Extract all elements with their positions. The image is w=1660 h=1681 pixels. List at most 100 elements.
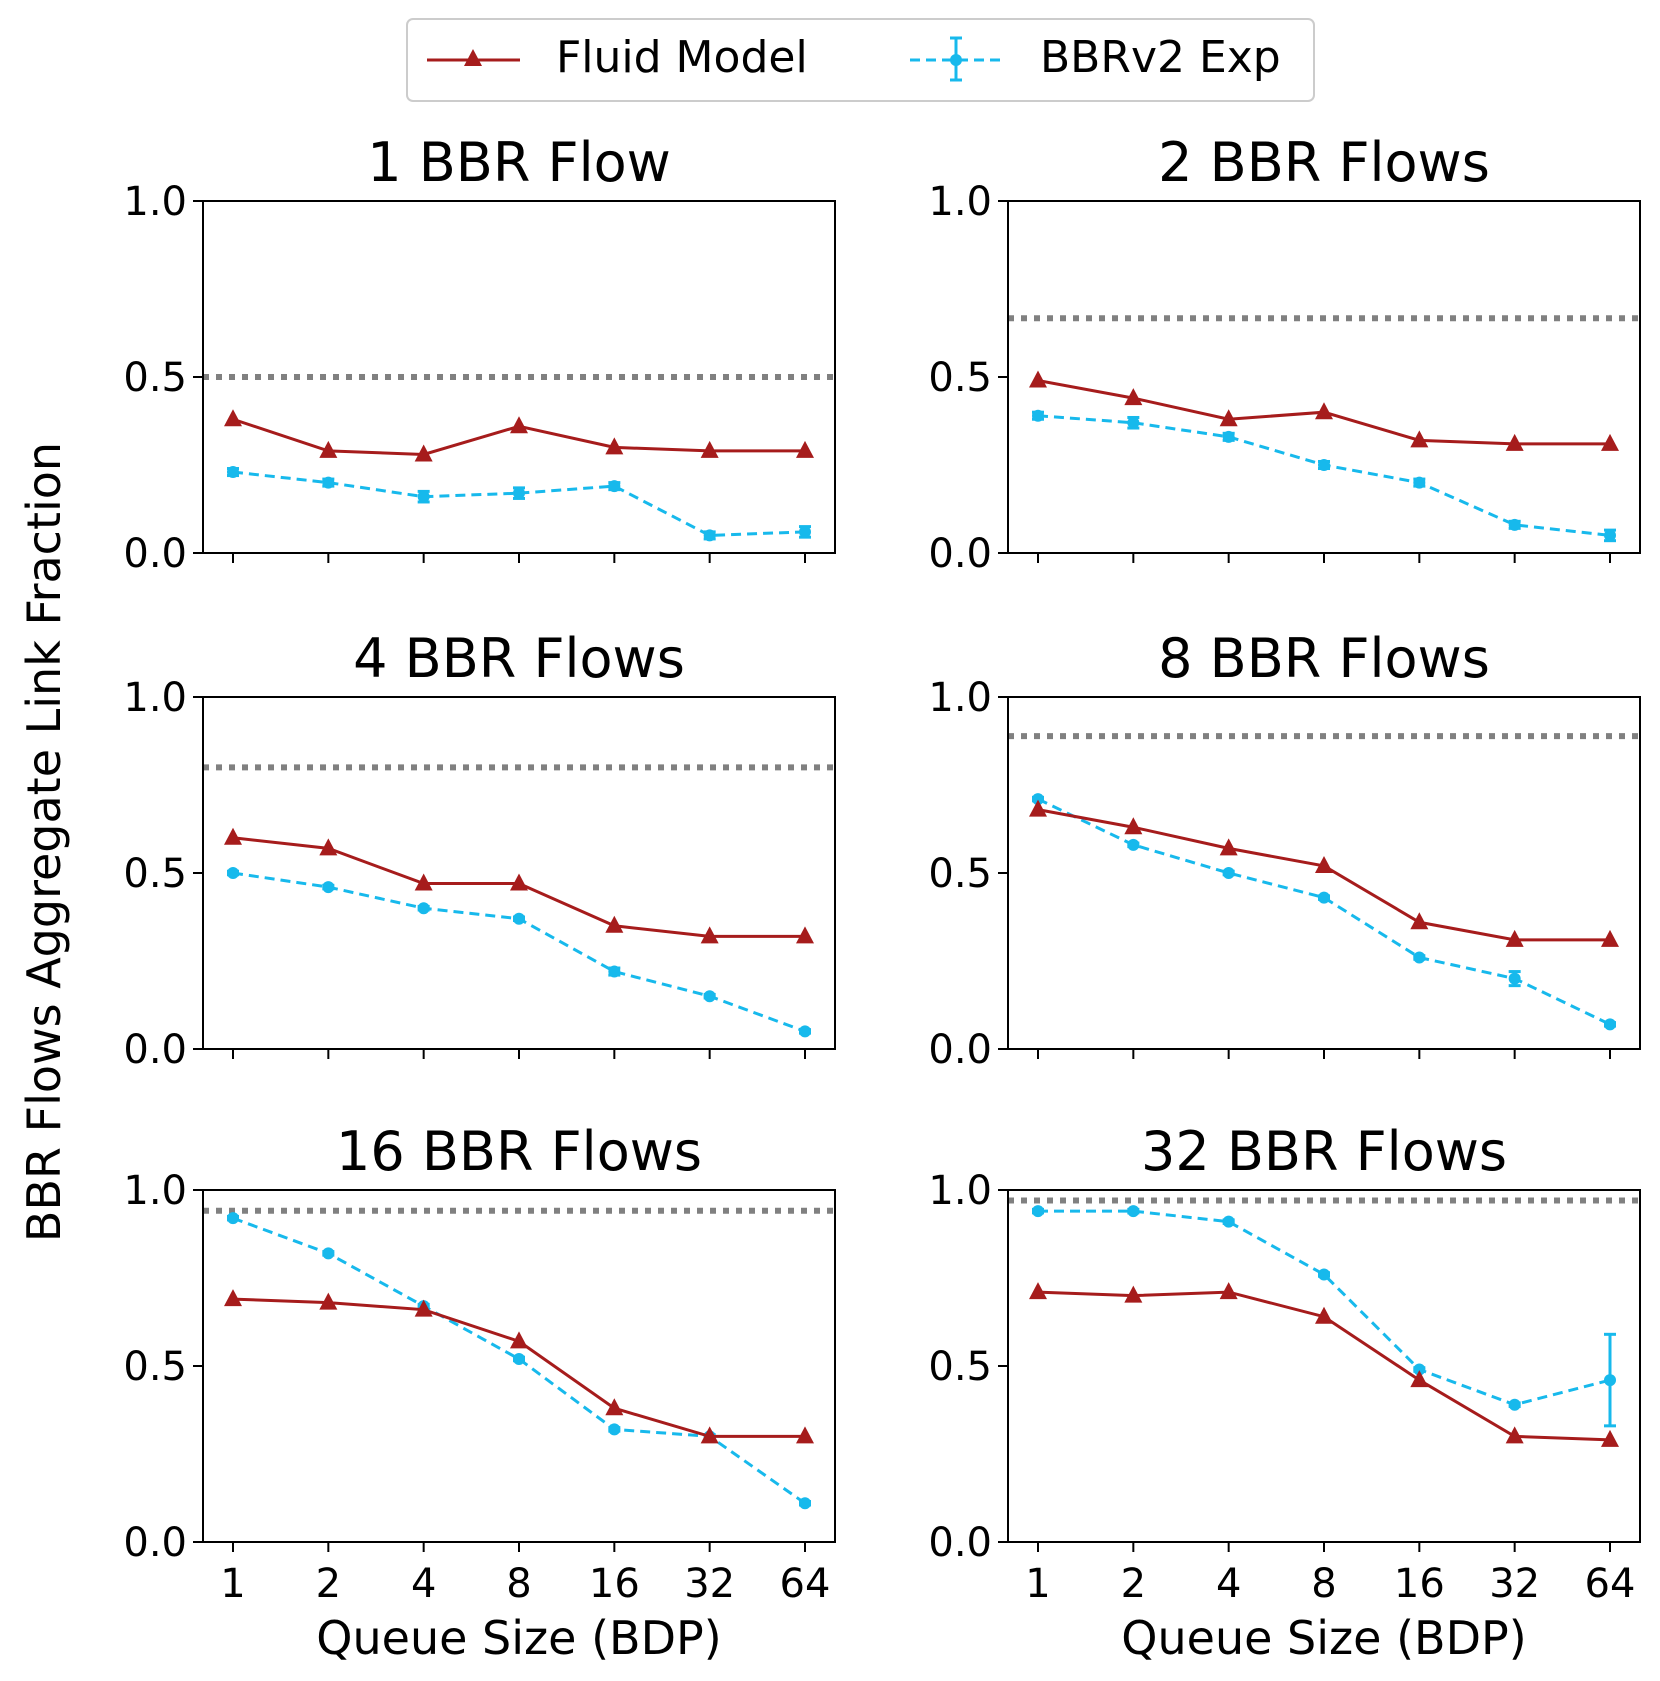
y-tick-label: 0.0 <box>928 1027 992 1073</box>
y-tick-label: 1.0 <box>123 1168 187 1214</box>
y-tick-label: 0.0 <box>123 1520 187 1566</box>
series-line-fluid-model <box>1037 808 1610 942</box>
data-point-fluid-model <box>414 873 433 891</box>
y-tick-label: 1.0 <box>123 675 187 721</box>
subplot-title: 1 BBR Flow <box>367 131 671 194</box>
data-point-fluid-model <box>700 926 719 944</box>
data-point-fluid-model <box>510 416 528 434</box>
y-tick-label: 1.0 <box>928 675 992 721</box>
x-tick-label: 1 <box>1025 1561 1050 1607</box>
data-point-bbrv2-exp <box>1604 529 1616 542</box>
x-tick-label: 64 <box>1585 1561 1636 1607</box>
x-tick-label: 2 <box>316 1561 341 1607</box>
data-point-bbrv2-exp <box>1222 430 1235 443</box>
data-point-bbrv2-exp <box>1318 459 1330 471</box>
data-point-fluid-model <box>605 915 624 933</box>
series-line-bbrv2-exp <box>232 871 806 1033</box>
data-point-fluid-model <box>605 437 624 455</box>
subplot-5: 16 BBR Flows 0.0 0.5 1.0 1 2 4 8 16 32 64 Queue Siz… <box>123 1120 836 1665</box>
data-point-fluid-model <box>1029 799 1047 817</box>
x-tick-label: 2 <box>1121 1561 1146 1607</box>
series-line-bbrv2-exp <box>1037 414 1611 537</box>
plot-frame <box>202 696 836 1050</box>
data-point-bbrv2-exp <box>1318 891 1330 904</box>
data-point-bbrv2-exp <box>799 1497 811 1510</box>
data-point-fluid-model <box>1219 409 1238 427</box>
legend-frame <box>406 18 1315 102</box>
data-point-bbrv2-exp <box>513 1352 525 1365</box>
data-point-bbrv2-exp <box>799 525 811 538</box>
data-point-bbrv2-exp <box>1032 409 1044 422</box>
data-point-fluid-model <box>700 440 719 458</box>
series-line-bbrv2-exp <box>1037 797 1611 1026</box>
x-tick-label: 8 <box>506 1561 531 1607</box>
data-point-fluid-model <box>796 1426 814 1444</box>
x-tick-label: 32 <box>684 1561 735 1607</box>
data-point-bbrv2-exp <box>703 529 716 542</box>
data-point-bbrv2-exp <box>513 487 525 500</box>
y-tick-label: 0.0 <box>928 1520 992 1566</box>
x-tick-label: 16 <box>589 1561 640 1607</box>
data-point-fluid-model <box>1410 912 1429 930</box>
data-point-bbrv2-exp <box>322 1247 335 1260</box>
y-tick-label: 0.5 <box>123 851 187 897</box>
y-tick-label: 0.5 <box>928 1344 992 1390</box>
legend-fluid-triangle-marker <box>464 49 482 66</box>
legend-exp-dot-marker <box>950 54 962 66</box>
data-point-bbrv2-exp <box>1604 1018 1616 1031</box>
y-tick-label: 0.5 <box>123 355 187 401</box>
data-point-fluid-model <box>1601 929 1619 947</box>
data-point-bbrv2-exp <box>417 902 430 915</box>
subplot-4: 8 BBR Flows 0.0 0.5 1.0 <box>928 627 1641 1073</box>
data-point-fluid-model <box>224 827 242 845</box>
subplot-2: 2 BBR Flows 0.0 0.5 1.0 <box>928 131 1641 577</box>
data-point-bbrv2-exp <box>799 1025 811 1038</box>
legend: Fluid Model BBRv2 Exp <box>406 18 1315 102</box>
x-tick-label: 4 <box>411 1561 436 1607</box>
data-point-bbrv2-exp <box>608 1423 621 1436</box>
subplot-title: 16 BBR Flows <box>336 1120 702 1183</box>
data-point-bbrv2-exp <box>1508 518 1521 531</box>
data-point-fluid-model <box>605 1398 624 1416</box>
data-point-bbrv2-exp <box>1127 838 1140 851</box>
subplot-title: 4 BBR Flows <box>353 627 685 690</box>
y-tick-label: 0.5 <box>928 355 992 401</box>
y-axis-label: BBR Flows Aggregate Link Fraction <box>17 442 71 1242</box>
data-point-fluid-model <box>1029 1282 1047 1300</box>
plot-frame <box>1007 696 1641 1050</box>
y-tick-label: 0.5 <box>928 851 992 897</box>
data-point-bbrv2-exp <box>1413 476 1426 489</box>
x-tick-label: 16 <box>1394 1561 1445 1607</box>
data-point-fluid-model <box>224 409 242 427</box>
data-point-fluid-model <box>1601 433 1619 451</box>
data-point-fluid-model <box>1124 817 1143 835</box>
data-point-bbrv2-exp <box>1032 1205 1044 1218</box>
data-point-fluid-model <box>1410 430 1429 448</box>
data-point-fluid-model <box>700 1426 719 1444</box>
data-point-fluid-model <box>510 1331 528 1349</box>
data-point-bbrv2-exp <box>1318 1268 1330 1281</box>
legend-fluid-label: Fluid Model <box>556 32 808 83</box>
data-point-fluid-model <box>414 1299 433 1317</box>
subplot-title: 32 BBR Flows <box>1141 1120 1507 1183</box>
x-axis-label: Queue Size (BDP) <box>1121 1611 1526 1665</box>
x-tick-label: 32 <box>1489 1561 1540 1607</box>
x-axis-label: Queue Size (BDP) <box>316 1611 721 1665</box>
data-point-fluid-model <box>1315 1306 1333 1324</box>
data-point-bbrv2-exp <box>1604 1374 1616 1387</box>
y-tick-label: 0.0 <box>123 1027 187 1073</box>
x-tick-label: 1 <box>220 1561 245 1607</box>
series-line-fluid-model <box>232 1297 805 1438</box>
data-point-bbrv2-exp <box>608 965 621 978</box>
subplot-3: 4 BBR Flows 0.0 0.5 1.0 <box>123 627 836 1073</box>
data-point-bbrv2-exp <box>1127 416 1140 429</box>
data-point-fluid-model <box>1505 1426 1524 1444</box>
data-point-fluid-model <box>1124 1285 1143 1303</box>
plot-frame <box>202 200 836 554</box>
y-tick-label: 1.0 <box>928 1168 992 1214</box>
data-point-bbrv2-exp <box>1222 1215 1235 1228</box>
x-tick-label: 8 <box>1311 1561 1336 1607</box>
plot-frame <box>1007 1189 1641 1543</box>
